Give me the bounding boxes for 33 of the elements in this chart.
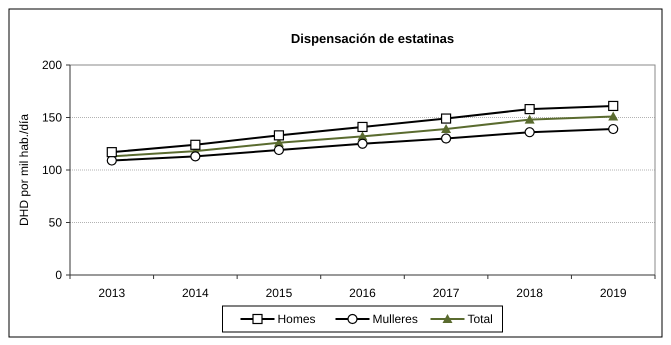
y-tick-label: 50 — [48, 216, 62, 230]
point — [106, 147, 117, 158]
x-tick-label: 2018 — [516, 286, 544, 300]
point — [440, 113, 452, 124]
point — [608, 111, 618, 120]
point — [274, 144, 284, 156]
x-tick-label: 2017 — [432, 286, 460, 300]
point — [524, 127, 535, 138]
y-axis-title: DHD por mil hab./día — [17, 114, 31, 226]
point — [441, 124, 452, 134]
point — [524, 114, 535, 124]
point — [190, 151, 200, 162]
chart-title: Dispensación de estatinas — [290, 31, 454, 46]
y-tick-label: 100 — [42, 163, 62, 178]
x-tick-label: 2019 — [600, 286, 627, 300]
point — [608, 124, 618, 134]
y-tick-label: 150 — [42, 110, 62, 125]
point — [440, 133, 452, 144]
legend-label: Total — [468, 312, 493, 326]
y-tick-label: 200 — [42, 58, 62, 72]
x-tick-label: 2013 — [98, 286, 126, 300]
y-tick-label: 0 — [55, 268, 62, 282]
legend-label: Mulleres — [372, 312, 418, 326]
point — [274, 130, 284, 140]
x-tick-label: 2014 — [182, 286, 210, 300]
x-tick-label: 2016 — [349, 286, 376, 300]
point — [357, 138, 368, 149]
point — [608, 100, 618, 112]
legend-label: Homes — [278, 312, 316, 326]
x-tick-label: 2015 — [266, 286, 293, 300]
point — [357, 122, 368, 132]
point — [190, 140, 200, 150]
point — [524, 104, 535, 114]
